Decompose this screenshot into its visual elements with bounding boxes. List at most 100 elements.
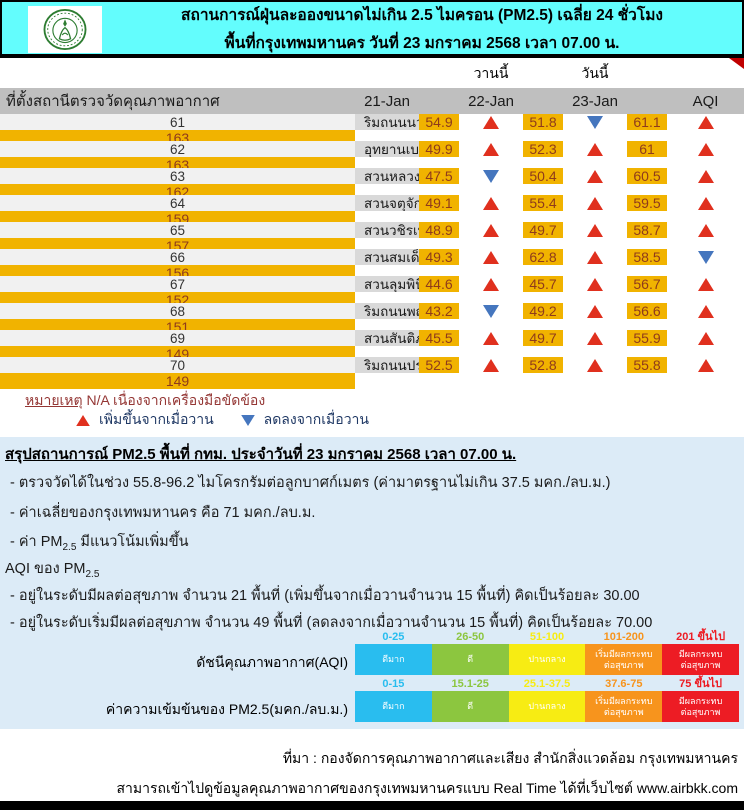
aqi-scale-segment: 51-100 ปานกลาง xyxy=(508,630,586,675)
pm-scale-label: ค่าความเข้มข้นของ PM2.5(มคก./ลบ.ม.) xyxy=(105,701,348,717)
summary-title: สรุปสถานการณ์ PM2.5 พื้นที่ กทม. ประจำวั… xyxy=(5,446,517,463)
trend-arrow-cell xyxy=(667,303,744,319)
pm-value-22jan: 49.2 xyxy=(523,303,563,319)
table-row: 61 ริมถนนนวมินทร์ แยกบางกะปิ เขตบางกะปิ … xyxy=(0,114,744,146)
trend-arrow-icon xyxy=(697,358,714,372)
station-name: ริมถนนประชาอุทิศ เขตห้วยขวาง xyxy=(355,357,419,373)
corner-flag-icon xyxy=(729,58,744,69)
station-name: อุทยานเบญจสิริ (สวนเบญจสิริ) เขตคลองเตย xyxy=(355,141,419,157)
aqi-scale-segment: 0-25 ดีมาก xyxy=(355,630,432,675)
pm-value-22jan: 62.8 xyxy=(523,249,563,265)
trend-arrow-cell xyxy=(563,168,627,184)
table-row: 68 ริมถนนพญาไท เขตราชเทวี 43.2 49.2 56.6… xyxy=(0,303,744,335)
pm-scale-segment: 0-15 ดีมาก xyxy=(355,677,432,722)
pm-value-21jan: 52.5 xyxy=(419,357,459,373)
trend-arrow-cell xyxy=(459,195,523,211)
day-labels-row: วานนี้ วันนี้ xyxy=(0,60,744,88)
aqi-scale-segment: 26-50 ดี xyxy=(431,630,509,675)
station-name: สวนหลวง ร.9 เขตประเวศ xyxy=(355,168,419,184)
trend-arrow-icon xyxy=(483,169,499,183)
legend-down-icon xyxy=(240,414,255,426)
trend-arrow-icon xyxy=(697,331,714,345)
station-name: ริมถนนนวมินทร์ แยกบางกะปิ เขตบางกะปิ xyxy=(355,114,419,130)
date-col-21jan: 21-Jan xyxy=(364,92,410,110)
trend-arrow-cell xyxy=(459,222,523,238)
pm-value-22jan: 49.7 xyxy=(523,222,563,238)
station-number: 67 xyxy=(0,276,355,292)
pm-value-22jan: 45.7 xyxy=(523,276,563,292)
trend-arrow-icon xyxy=(697,304,714,318)
trend-arrow-icon xyxy=(483,331,499,345)
scale-level-label: ดีมาก xyxy=(355,691,432,722)
pm-value-21jan: 54.9 xyxy=(419,114,459,130)
scale-level-label: ปานกลาง xyxy=(508,691,586,722)
pm-value-23jan: 61 xyxy=(627,141,667,157)
stations-table: 61 ริมถนนนวมินทร์ แยกบางกะปิ เขตบางกะปิ … xyxy=(0,114,744,389)
trend-arrow-cell xyxy=(459,276,523,292)
station-name: สวนสันติภาพ เขตราชเทวี xyxy=(355,330,419,346)
scale-level-label: ดี xyxy=(431,691,509,722)
trend-arrow-cell xyxy=(459,330,523,346)
pm-value-22jan: 55.4 xyxy=(523,195,563,211)
scale-level-label: มีผลกระทบ ต่อสุขภาพ xyxy=(662,644,739,675)
trend-arrow-cell xyxy=(459,357,523,373)
pm-value-22jan: 49.7 xyxy=(523,330,563,346)
bottom-divider xyxy=(0,801,744,810)
source-line: ที่มา : กองจัดการคุณภาพอากาศและเสียง สำน… xyxy=(282,750,738,766)
summary-bullet-trend: - ค่า PM2.5 มีแนวโน้มเพิ่มขึ้น xyxy=(10,534,189,553)
pm-scale-segment: 25.1-37.5 ปานกลาง xyxy=(508,677,586,722)
table-row: 62 อุทยานเบญจสิริ (สวนเบญจสิริ) เขตคลองเ… xyxy=(0,141,744,173)
trend-arrow-cell xyxy=(563,195,627,211)
date-col-22jan: 22-Jan xyxy=(468,92,514,110)
aqi-section-heading: AQI ของ PM2.5 xyxy=(5,561,100,580)
pm-value-21jan: 45.5 xyxy=(419,330,459,346)
trend-arrow-cell xyxy=(563,303,627,319)
trend-arrow-cell xyxy=(667,357,744,373)
scale-range-label: 101-200 xyxy=(603,631,644,643)
pm-scale-segment: 15.1-25 ดี xyxy=(431,677,509,722)
table-row: 70 ริมถนนประชาอุทิศ เขตห้วยขวาง 52.5 52.… xyxy=(0,357,744,389)
summary-panel: สรุปสถานการณ์ PM2.5 พื้นที่ กทม. ประจำวั… xyxy=(0,437,744,729)
pm-value-21jan: 49.9 xyxy=(419,141,459,157)
scale-level-label: เริ่มมีผลกระทบ ต่อสุขภาพ xyxy=(585,691,663,722)
table-row: 65 สวนวชิรเบญจทัศ เขตจตุจักร 48.9 49.7 5… xyxy=(0,222,744,254)
trend-arrow-icon xyxy=(483,358,499,372)
trend-arrow-icon xyxy=(697,277,714,291)
aqi-value: 149 xyxy=(0,373,355,389)
trend-arrow-icon xyxy=(697,196,714,210)
station-number: 63 xyxy=(0,168,355,184)
trend-arrow-icon xyxy=(483,223,499,237)
trend-arrow-icon xyxy=(483,250,499,264)
trend-arrow-cell xyxy=(563,357,627,373)
legend-up-icon xyxy=(76,414,90,426)
pm-scale-bar: 0-15 ดีมาก 15.1-25 ดี 25.1-37.5 ปานกลาง … xyxy=(355,677,739,722)
trend-arrow-icon xyxy=(483,277,499,291)
trend-arrow-cell xyxy=(667,222,744,238)
note-text: N/A เนื่องจากเครื่องมือขัดข้อง xyxy=(82,392,266,408)
trend-arrow-icon xyxy=(697,115,714,129)
report-header: สถานการณ์ฝุ่นละอองขนาดไม่เกิน 2.5 ไมครอน… xyxy=(0,0,744,58)
table-row: 64 สวนจตุจักร เขตจตุจักร 49.1 55.4 59.5 … xyxy=(0,195,744,227)
scale-range-label: 201 ขึ้นไป xyxy=(676,631,726,643)
trend-arrow-cell xyxy=(459,168,523,184)
trend-arrow-cell xyxy=(667,195,744,211)
legend-up-label: เพิ่มขึ้นจากเมื่อวาน xyxy=(99,411,214,427)
scale-range-label: 0-15 xyxy=(382,678,405,690)
aqi-bullet-moderate: - อยู่ในระดับเริ่มมีผลต่อสุขภาพ จำนวน 49… xyxy=(10,615,653,631)
aqi-bullet-unhealthy: - อยู่ในระดับมีผลต่อสุขภาพ จำนวน 21 พื้น… xyxy=(10,588,640,604)
trend-arrow-icon xyxy=(587,358,603,372)
pm-value-23jan: 60.5 xyxy=(627,168,667,184)
note-line: หมายเหตุ N/A เนื่องจากเครื่องมือขัดข้อง xyxy=(25,390,265,412)
trend-arrow-icon xyxy=(483,196,499,210)
table-row: 69 สวนสันติภาพ เขตราชเทวี 45.5 49.7 55.9… xyxy=(0,330,744,362)
trend-arrow-icon xyxy=(697,169,714,183)
trend-arrow-icon xyxy=(697,223,714,237)
pm-value-21jan: 47.5 xyxy=(419,168,459,184)
station-number: 61 xyxy=(0,114,355,130)
trend-arrow-cell xyxy=(563,249,627,265)
trend-arrow-icon xyxy=(587,142,603,156)
yesterday-label: วานนี้ xyxy=(473,65,509,81)
scale-level-label: เริ่มมีผลกระทบ ต่อสุขภาพ xyxy=(585,644,663,675)
trend-arrow-cell xyxy=(563,330,627,346)
summary-bullet-range: - ตรวจวัดได้ในช่วง 55.8-96.2 ไมโครกรัมต่… xyxy=(10,475,611,491)
